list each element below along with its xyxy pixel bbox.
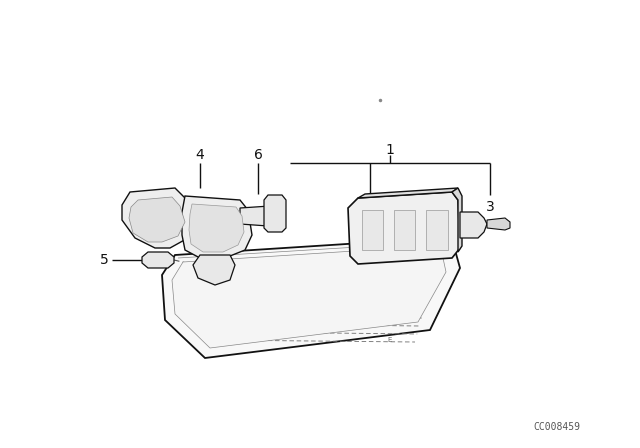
Polygon shape [487, 218, 510, 230]
Polygon shape [394, 210, 415, 250]
Polygon shape [460, 212, 487, 238]
Polygon shape [452, 188, 462, 252]
Polygon shape [162, 238, 460, 358]
Polygon shape [193, 255, 235, 285]
Polygon shape [142, 252, 174, 268]
Polygon shape [264, 195, 286, 232]
Text: 4: 4 [196, 148, 204, 162]
Text: 3: 3 [486, 200, 494, 214]
Text: CC008459: CC008459 [533, 422, 580, 432]
Text: 1: 1 [385, 143, 394, 157]
Text: 6: 6 [253, 148, 262, 162]
Polygon shape [122, 188, 195, 248]
Text: 5: 5 [100, 253, 108, 267]
Text: 2: 2 [365, 200, 374, 214]
Polygon shape [172, 246, 446, 348]
Polygon shape [240, 206, 278, 226]
Polygon shape [182, 196, 252, 258]
Text: E: E [388, 337, 392, 343]
Polygon shape [362, 210, 383, 250]
Polygon shape [189, 204, 244, 252]
Polygon shape [426, 210, 448, 250]
Polygon shape [348, 192, 460, 264]
Polygon shape [129, 197, 185, 242]
Polygon shape [358, 188, 458, 198]
